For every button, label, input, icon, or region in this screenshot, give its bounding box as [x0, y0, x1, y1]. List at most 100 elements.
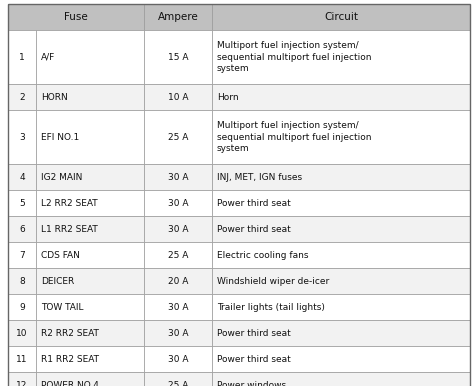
Text: 30 A: 30 A [168, 354, 188, 364]
Text: 30 A: 30 A [168, 303, 188, 312]
Bar [36, 372, 144, 386]
Bar [212, 294, 470, 320]
Bar [8, 164, 36, 190]
Bar [36, 346, 144, 372]
Bar [212, 320, 470, 346]
Text: EFI NO.1: EFI NO.1 [41, 132, 79, 142]
Bar [212, 346, 470, 372]
Text: Power third seat: Power third seat [217, 198, 291, 208]
Text: 6: 6 [19, 225, 25, 234]
Text: 20 A: 20 A [168, 276, 188, 286]
Bar [8, 190, 36, 216]
Bar [8, 242, 36, 268]
Text: 8: 8 [19, 276, 25, 286]
Text: Power third seat: Power third seat [217, 225, 291, 234]
Bar [144, 242, 212, 268]
Text: 5: 5 [19, 198, 25, 208]
Text: 1: 1 [19, 52, 25, 61]
Bar [36, 84, 144, 110]
Bar [144, 216, 212, 242]
Text: 30 A: 30 A [168, 328, 188, 337]
Bar [8, 30, 36, 84]
Bar [144, 320, 212, 346]
Bar [144, 294, 212, 320]
Bar [212, 372, 470, 386]
Text: Power third seat: Power third seat [217, 328, 291, 337]
Text: 10 A: 10 A [168, 93, 188, 102]
Bar [144, 268, 212, 294]
Text: L2 RR2 SEAT: L2 RR2 SEAT [41, 198, 98, 208]
Bar [36, 242, 144, 268]
Text: Ampere: Ampere [158, 12, 199, 22]
Text: 2: 2 [19, 93, 25, 102]
Text: Multiport fuel injection system/
sequential multiport fuel injection
system: Multiport fuel injection system/ sequent… [217, 122, 372, 152]
Bar [144, 164, 212, 190]
Bar [8, 268, 36, 294]
Text: Fuse: Fuse [64, 12, 88, 22]
Bar [8, 4, 144, 30]
Text: L1 RR2 SEAT: L1 RR2 SEAT [41, 225, 98, 234]
Bar [144, 110, 212, 164]
Text: 9: 9 [19, 303, 25, 312]
Text: Multiport fuel injection system/
sequential multiport fuel injection
system: Multiport fuel injection system/ sequent… [217, 41, 372, 73]
Text: 25 A: 25 A [168, 251, 188, 259]
Bar [144, 190, 212, 216]
Text: INJ, MET, IGN fuses: INJ, MET, IGN fuses [217, 173, 302, 181]
Text: POWER NO.4: POWER NO.4 [41, 381, 99, 386]
Bar [36, 190, 144, 216]
Text: 4: 4 [19, 173, 25, 181]
Text: HORN: HORN [41, 93, 68, 102]
Bar [212, 164, 470, 190]
Bar [144, 346, 212, 372]
Bar [212, 268, 470, 294]
Text: Power windows: Power windows [217, 381, 286, 386]
Text: 7: 7 [19, 251, 25, 259]
Text: 25 A: 25 A [168, 381, 188, 386]
Bar [212, 30, 470, 84]
Bar [144, 30, 212, 84]
Text: Power third seat: Power third seat [217, 354, 291, 364]
Bar [144, 372, 212, 386]
Bar [212, 4, 470, 30]
Bar [212, 110, 470, 164]
Bar [212, 242, 470, 268]
Text: TOW TAIL: TOW TAIL [41, 303, 83, 312]
Bar [36, 294, 144, 320]
Bar [8, 372, 36, 386]
Text: 30 A: 30 A [168, 225, 188, 234]
Bar [8, 346, 36, 372]
Bar [36, 216, 144, 242]
Text: 30 A: 30 A [168, 173, 188, 181]
Text: R1 RR2 SEAT: R1 RR2 SEAT [41, 354, 99, 364]
Bar [8, 216, 36, 242]
Text: 12: 12 [16, 381, 27, 386]
Text: 25 A: 25 A [168, 132, 188, 142]
Text: Circuit: Circuit [324, 12, 358, 22]
Bar [36, 268, 144, 294]
Text: IG2 MAIN: IG2 MAIN [41, 173, 82, 181]
Text: 15 A: 15 A [168, 52, 188, 61]
Bar [8, 320, 36, 346]
Text: R2 RR2 SEAT: R2 RR2 SEAT [41, 328, 99, 337]
Bar [144, 4, 212, 30]
Text: 11: 11 [16, 354, 28, 364]
Text: Trailer lights (tail lights): Trailer lights (tail lights) [217, 303, 325, 312]
Text: Electric cooling fans: Electric cooling fans [217, 251, 309, 259]
Text: Windshield wiper de-icer: Windshield wiper de-icer [217, 276, 329, 286]
Bar [8, 294, 36, 320]
Bar [8, 110, 36, 164]
Text: A/F: A/F [41, 52, 55, 61]
Bar [36, 110, 144, 164]
Bar [144, 84, 212, 110]
Bar [36, 30, 144, 84]
Text: CDS FAN: CDS FAN [41, 251, 80, 259]
Bar [212, 216, 470, 242]
Bar [212, 190, 470, 216]
Text: Horn: Horn [217, 93, 238, 102]
Text: DEICER: DEICER [41, 276, 74, 286]
Text: 3: 3 [19, 132, 25, 142]
Bar [36, 164, 144, 190]
Text: 10: 10 [16, 328, 28, 337]
Text: 30 A: 30 A [168, 198, 188, 208]
Bar [212, 84, 470, 110]
